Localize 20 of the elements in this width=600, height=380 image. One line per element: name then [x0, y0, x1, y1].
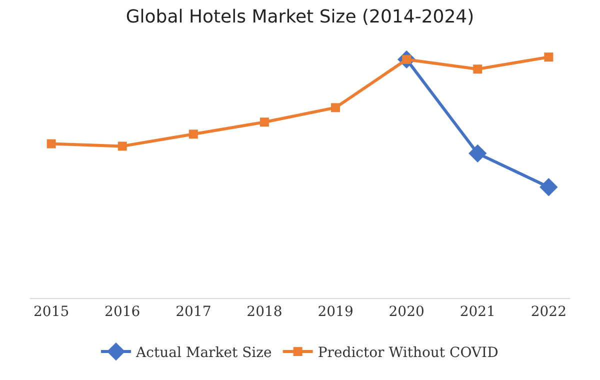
- legend-label: Actual Market Size: [135, 345, 272, 362]
- point: [540, 178, 558, 196]
- point: [544, 52, 554, 62]
- x-tick-label: 2021: [460, 304, 496, 320]
- point: [260, 118, 269, 127]
- point: [468, 144, 487, 163]
- x-tick-label: 2019: [318, 304, 354, 320]
- x-tick-label: 2018: [246, 304, 282, 320]
- chart-title: Global Hotels Market Size (2014-2024): [126, 6, 474, 28]
- x-tick-label: 2022: [530, 304, 566, 320]
- point: [118, 142, 127, 151]
- x-tick-label: 2020: [388, 304, 424, 320]
- legend-label: Predictor Without COVID: [318, 345, 498, 362]
- point: [46, 139, 56, 148]
- x-tick-label: 2015: [34, 304, 70, 320]
- point: [473, 64, 482, 74]
- point: [331, 103, 340, 112]
- x-tick-label: 2017: [176, 304, 212, 320]
- point: [188, 130, 198, 139]
- x-tick-label: 2016: [104, 304, 140, 320]
